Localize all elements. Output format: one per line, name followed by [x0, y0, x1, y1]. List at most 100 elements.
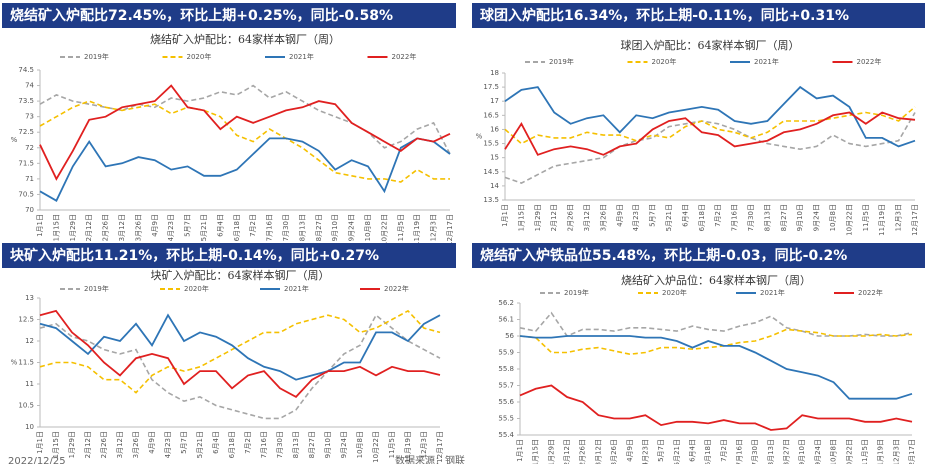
- chart-title: 烧结矿入炉配比：64家样本钢厂（周）: [150, 32, 340, 46]
- x-tick-label: 1月29日: [547, 439, 555, 464]
- x-tick-label: 8月27日: [308, 431, 316, 458]
- x-tick-label: 10月8日: [356, 431, 364, 458]
- x-tick-label: 9月10日: [331, 214, 339, 241]
- series-line: [504, 112, 916, 184]
- series-line: [39, 84, 451, 181]
- series-line: [39, 313, 441, 381]
- x-tick-label: 1月15日: [517, 204, 525, 231]
- x-tick-label: 7月2日: [720, 439, 728, 462]
- x-tick-label: 8月27日: [780, 204, 788, 231]
- legend-label: 2019年: [549, 57, 574, 66]
- x-tick-label: 1月15日: [532, 439, 540, 464]
- x-tick-label: 5月7日: [657, 439, 665, 462]
- x-tick-label: 6月4日: [216, 214, 224, 237]
- y-tick-label: 70: [25, 206, 34, 214]
- x-tick-label: 6月18日: [704, 439, 712, 464]
- x-tick-label: 10月8日: [829, 204, 837, 231]
- legend-label: 2022年: [392, 52, 417, 61]
- headline: 烧结矿入炉配比72.45%，环比上期+0.25%，同比-0.58%: [10, 7, 393, 24]
- header-bar: [2, 243, 456, 268]
- x-tick-label: 11月19日: [404, 431, 412, 463]
- x-tick-label: 6月18日: [698, 204, 706, 231]
- series-line: [504, 111, 916, 156]
- y-tick-label: 55.7: [498, 382, 514, 390]
- x-tick-label: 8月13日: [292, 431, 300, 458]
- x-tick-label: 2月12日: [85, 214, 93, 241]
- x-tick-label: 10月22日: [372, 431, 380, 463]
- x-tick-label: 10月8日: [364, 214, 372, 241]
- x-tick-label: 11月19日: [878, 204, 886, 236]
- x-tick-label: 9月24日: [814, 439, 822, 464]
- x-tick-label: 12月17日: [908, 439, 916, 464]
- x-tick-label: 5月7日: [180, 431, 188, 454]
- x-tick-label: 2月12日: [550, 204, 558, 231]
- series-line: [519, 384, 913, 431]
- x-tick-label: 6月4日: [212, 431, 220, 454]
- x-tick-label: 12月3日: [430, 214, 438, 241]
- x-tick-label: 11月19日: [413, 214, 421, 246]
- legend-label: 2021年: [289, 52, 314, 61]
- x-tick-label: 12月3日: [420, 431, 428, 458]
- footer-date: 2022/12/25: [8, 456, 66, 464]
- y-tick-label: 72.5: [18, 128, 34, 136]
- x-tick-label: 4月9日: [151, 214, 159, 237]
- y-tick-label: 71: [25, 175, 34, 183]
- x-tick-label: 11月5日: [861, 439, 869, 464]
- x-tick-label: 8月13日: [767, 439, 775, 464]
- x-tick-label: 7月30日: [751, 439, 759, 464]
- chart-title: 球团入炉配比：64家样本钢厂（周）: [621, 38, 800, 52]
- series-line: [519, 311, 913, 337]
- x-tick-label: 10月22日: [845, 439, 853, 464]
- header-bar: [2, 3, 456, 28]
- header-bar: [472, 3, 925, 28]
- y-tick-label: 12.5: [18, 316, 34, 324]
- x-tick-label: 11月19日: [877, 439, 885, 464]
- x-tick-label: 5月7日: [649, 204, 657, 227]
- legend-label: 2022年: [858, 288, 883, 297]
- y-tick-label: 73.5: [18, 97, 34, 105]
- y-tick-label: 56: [505, 332, 514, 340]
- headline: 烧结矿入炉铁品位55.48%，环比上期-0.03，同比-0.2%: [480, 247, 847, 264]
- x-tick-label: 9月24日: [813, 204, 821, 231]
- x-tick-label: 1月1日: [36, 214, 44, 237]
- x-tick-label: 11月5日: [388, 431, 396, 458]
- x-tick-label: 1月1日: [36, 431, 44, 454]
- x-tick-label: 10月22日: [845, 204, 853, 236]
- series-line: [519, 328, 913, 356]
- series-line: [39, 309, 441, 394]
- x-tick-label: 6月18日: [228, 431, 236, 458]
- x-tick-label: 11月5日: [397, 214, 405, 241]
- y-tick-label: 55.9: [498, 349, 514, 357]
- y-tick-label: 74.5: [18, 66, 34, 74]
- x-tick-label: 7月30日: [276, 431, 284, 458]
- x-tick-label: 9月24日: [340, 431, 348, 458]
- x-tick-label: 12月17日: [446, 214, 454, 246]
- x-tick-label: 5月21日: [673, 439, 681, 464]
- x-tick-label: 2月26日: [100, 431, 108, 458]
- legend-label: 2021年: [284, 284, 309, 293]
- x-tick-label: 4月23日: [632, 204, 640, 231]
- y-tick-label: 55.6: [498, 398, 514, 406]
- x-tick-label: 7月2日: [249, 214, 257, 237]
- x-tick-label: 3月26日: [610, 439, 618, 464]
- x-tick-label: 12月17日: [436, 431, 444, 463]
- x-tick-label: 8月13日: [298, 214, 306, 241]
- series-line: [39, 137, 451, 202]
- x-tick-label: 5月21日: [200, 214, 208, 241]
- x-tick-label: 8月27日: [315, 214, 323, 241]
- x-tick-label: 7月16日: [736, 439, 744, 464]
- x-tick-label: 4月23日: [167, 214, 175, 241]
- y-tick-label: 17.5: [483, 83, 499, 91]
- y-tick-label: 13: [25, 294, 34, 302]
- chart-title: 烧结矿入炉品位：64家样本钢厂（周）: [621, 273, 811, 287]
- y-axis-label: %: [11, 359, 18, 367]
- x-tick-label: 3月12日: [583, 204, 591, 231]
- y-tick-label: 11.5: [18, 359, 34, 367]
- legend-label: 2020年: [187, 52, 212, 61]
- header-bar: [472, 243, 925, 268]
- legend-label: 2020年: [652, 57, 677, 66]
- x-tick-label: 2月26日: [102, 214, 110, 241]
- legend-label: 2020年: [662, 288, 687, 297]
- x-tick-label: 4月9日: [616, 204, 624, 227]
